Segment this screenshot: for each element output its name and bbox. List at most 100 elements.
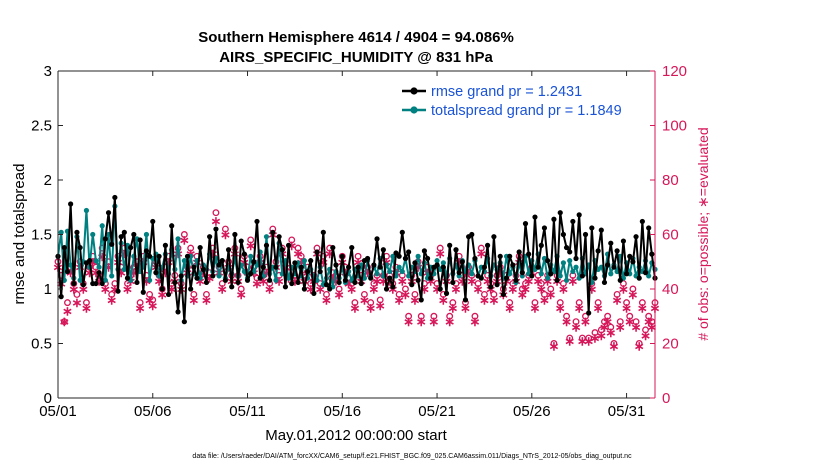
obs-possible-marker xyxy=(212,209,220,217)
obs-evaluated-marker: ∗ xyxy=(416,314,427,329)
series-spread-point xyxy=(273,277,279,283)
series-rmse-point xyxy=(364,255,371,262)
obs-evaluated-marker: ∗ xyxy=(624,314,635,329)
chart-title-line2: AIRS_SPECIFIC_HUMIDITY @ 831 hPa xyxy=(219,49,493,66)
obs-evaluated-marker: ∗ xyxy=(299,273,310,288)
obs-possible-marker xyxy=(575,299,583,307)
series-rmse-point xyxy=(352,279,358,286)
y-axis-left-label: rmse and totalspread xyxy=(11,164,28,305)
obs-possible-marker xyxy=(490,291,498,298)
series-spread-point xyxy=(396,264,402,270)
obs-evaluated-marker: ∗ xyxy=(435,246,446,261)
series-rmse-point xyxy=(459,259,465,265)
x-tick-label: 05/26 xyxy=(513,403,551,420)
series-rmse-point xyxy=(327,286,333,292)
obs-evaluated-marker: ∗ xyxy=(188,292,199,307)
obs-possible-marker xyxy=(582,312,589,320)
obs-possible-marker xyxy=(82,299,90,307)
x-tick-label: 05/16 xyxy=(324,403,362,420)
series-rmse-point xyxy=(244,277,251,283)
series-spread-point xyxy=(109,273,115,279)
obs-evaluated-marker: ∗ xyxy=(359,292,370,307)
obs-possible-marker xyxy=(402,285,409,293)
obs-possible-marker xyxy=(474,280,482,287)
obs-possible-marker xyxy=(645,312,653,320)
series-spread-point xyxy=(99,223,105,229)
series-rmse-point xyxy=(282,284,289,290)
obs-evaluated-marker: ∗ xyxy=(413,260,424,275)
series-rmse-point xyxy=(387,275,393,281)
obs-evaluated-marker: ∗ xyxy=(84,265,95,280)
series-rmse-point xyxy=(371,262,377,268)
series-rmse-point xyxy=(124,275,131,281)
series-rmse-point xyxy=(545,258,551,264)
series-rmse-point xyxy=(156,253,162,259)
obs-possible-marker xyxy=(566,334,574,342)
series-rmse-point xyxy=(339,253,345,259)
series-rmse-point xyxy=(263,242,270,248)
y-left-tick-label: 0.5 xyxy=(31,336,52,353)
series-spread-point xyxy=(263,234,270,240)
obs-evaluated-marker: ∗ xyxy=(479,292,490,307)
obs-possible-marker xyxy=(124,280,131,287)
x-tick-label: 05/01 xyxy=(39,403,77,420)
series-rmse-point xyxy=(178,273,184,279)
obs-evaluated-marker: ∗ xyxy=(353,254,364,269)
series-rmse-point xyxy=(617,277,623,283)
obs-evaluated-marker: ∗ xyxy=(564,333,575,348)
obs-evaluated-marker: ∗ xyxy=(103,260,114,275)
obs-possible-marker xyxy=(237,285,245,293)
obs-evaluated-marker: ∗ xyxy=(280,260,291,275)
obs-evaluated-marker: ∗ xyxy=(558,282,569,297)
series-rmse-point xyxy=(611,264,617,270)
series-rmse-point xyxy=(481,264,488,270)
series-rmse-point xyxy=(582,231,589,238)
series-spread-point xyxy=(545,275,551,281)
series-rmse-point xyxy=(58,294,64,300)
obs-evaluated-marker: ∗ xyxy=(286,238,297,253)
series-rmse-point xyxy=(472,255,478,262)
series-rmse-point xyxy=(630,259,636,265)
y-right-tick-label: 80 xyxy=(662,172,679,189)
series-spread-point xyxy=(143,231,150,238)
obs-evaluated-marker: ∗ xyxy=(469,314,480,329)
series-spread-point xyxy=(434,258,440,264)
obs-evaluated-marker: ∗ xyxy=(132,260,143,275)
series-rmse-point xyxy=(406,249,412,255)
obs-evaluated-marker: ∗ xyxy=(362,265,373,280)
series-spread-point xyxy=(567,258,573,264)
obs-evaluated-marker: ∗ xyxy=(394,292,405,307)
series-rmse-point xyxy=(346,264,352,270)
obs-evaluated-marker: ∗ xyxy=(460,301,471,316)
series-rmse-point xyxy=(646,225,652,231)
series-rmse-point xyxy=(317,268,323,275)
obs-evaluated-marker: ∗ xyxy=(608,339,619,354)
series-rmse-point xyxy=(197,244,203,251)
obs-evaluated-marker: ∗ xyxy=(381,254,392,269)
legend-spread-label: totalspread grand pr = 1.1849 xyxy=(431,103,622,119)
series-rmse-point xyxy=(74,229,80,235)
obs-evaluated-marker: ∗ xyxy=(173,246,184,261)
series-rmse-point xyxy=(257,275,263,281)
obs-evaluated-marker: ∗ xyxy=(293,246,304,261)
series-rmse-point xyxy=(500,291,506,298)
series-rmse-point xyxy=(560,231,567,238)
series-rmse-point xyxy=(172,279,178,286)
obs-evaluated-marker: ∗ xyxy=(179,232,190,247)
series-spread-point xyxy=(374,271,380,277)
series-rmse-point xyxy=(437,286,443,292)
series-spread-point xyxy=(181,258,187,264)
series-rmse-point xyxy=(548,271,554,277)
obs-evaluated-marker: ∗ xyxy=(605,325,616,340)
series-rmse-point xyxy=(443,290,450,296)
series-rmse-point xyxy=(121,229,127,235)
obs-evaluated-marker: ∗ xyxy=(87,254,98,269)
series-rmse-point xyxy=(579,273,585,279)
obs-evaluated-marker: ∗ xyxy=(627,287,638,302)
y-left-tick-label: 1 xyxy=(44,281,52,298)
series-spread-point xyxy=(573,264,579,270)
obs-evaluated-marker: ∗ xyxy=(122,282,133,297)
series-rmse-point xyxy=(147,253,153,259)
obs-possible-marker xyxy=(367,299,375,307)
obs-possible-marker xyxy=(297,252,305,260)
